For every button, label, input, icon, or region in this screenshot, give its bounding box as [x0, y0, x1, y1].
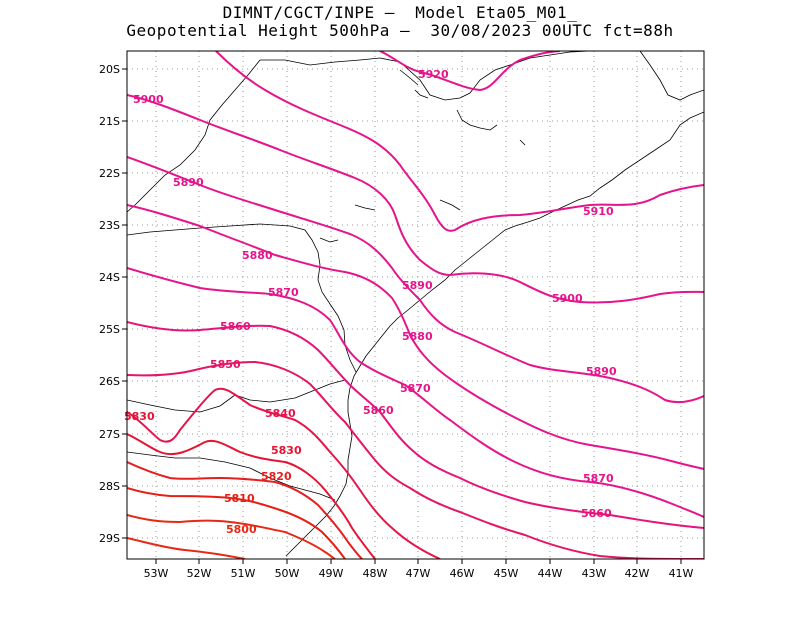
label-5880-b: 5880	[402, 330, 433, 343]
axis-ticks	[122, 68, 682, 564]
contour-5880	[127, 204, 704, 470]
label-5850: 5850	[210, 358, 241, 371]
label-5800: 5800	[226, 523, 257, 536]
lon-label-47w: 47W	[406, 567, 431, 580]
contour-labels: 5920 5910 5900 5900 5890 5890 5890 5880 …	[124, 68, 617, 536]
label-5830-b: 5830	[271, 444, 302, 457]
lon-label-48w: 48W	[363, 567, 388, 580]
contour-5830	[127, 433, 376, 559]
label-5860-c: 5860	[581, 507, 612, 520]
lon-label-45w: 45W	[494, 567, 519, 580]
contour-5840	[127, 387, 441, 559]
contour-5870	[127, 267, 704, 518]
label-5870-c: 5870	[583, 472, 614, 485]
lon-label-50w: 50W	[275, 567, 300, 580]
contour-5800-lower	[127, 537, 246, 559]
label-5840: 5840	[265, 407, 296, 420]
lon-label-44w: 44W	[538, 567, 563, 580]
coastline-borders	[127, 51, 704, 557]
lat-label-22s: 22S	[99, 167, 120, 180]
label-5900-b: 5900	[552, 292, 583, 305]
label-5830-a: 5830	[124, 410, 155, 423]
label-5860-a: 5860	[220, 320, 251, 333]
contour-5810	[127, 487, 346, 559]
lat-label-21s: 21S	[99, 115, 120, 128]
lat-label-28s: 28S	[99, 480, 120, 493]
grid-lines	[127, 51, 704, 559]
contour-5850	[127, 360, 704, 559]
label-5910: 5910	[583, 205, 614, 218]
lat-label-24s: 24S	[99, 271, 120, 284]
lon-label-53w: 53W	[144, 567, 169, 580]
lat-label-27s: 27S	[99, 428, 120, 441]
latitude-labels: 20S 21S 22S 23S 24S 25S 26S 27S 28S 29S	[99, 63, 120, 545]
label-5900-a: 5900	[133, 93, 164, 106]
label-5920: 5920	[418, 68, 449, 81]
contour-5860	[127, 321, 704, 529]
label-5890-b: 5890	[402, 279, 433, 292]
lat-label-23s: 23S	[99, 219, 120, 232]
label-5860-b: 5860	[363, 404, 394, 417]
lon-label-42w: 42W	[625, 567, 650, 580]
lon-label-51w: 51W	[231, 567, 256, 580]
map-title: DIMNT/CGCT/INPE – Model Eta05_M01_ Geopo…	[0, 4, 800, 40]
contour-5890	[127, 156, 704, 404]
lon-label-43w: 43W	[582, 567, 607, 580]
longitude-labels: 53W 52W 51W 50W 49W 48W 47W 46W 45W 44W …	[144, 567, 694, 580]
lon-label-49w: 49W	[319, 567, 344, 580]
contour-5820	[127, 461, 363, 559]
title-line-1: DIMNT/CGCT/INPE – Model Eta05_M01_	[222, 3, 578, 22]
lon-label-41w: 41W	[669, 567, 694, 580]
lat-label-29s: 29S	[99, 532, 120, 545]
label-5890-a: 5890	[173, 176, 204, 189]
lat-label-26s: 26S	[99, 375, 120, 388]
label-5870-a: 5870	[268, 286, 299, 299]
label-5880-a: 5880	[242, 249, 273, 262]
label-5870-b: 5870	[400, 382, 431, 395]
lat-label-25s: 25S	[99, 323, 120, 336]
contour-5910	[215, 51, 704, 232]
label-5810: 5810	[224, 492, 255, 505]
title-line-2: Geopotential Height 500hPa – 30/08/2023 …	[126, 21, 674, 40]
label-5820: 5820	[261, 470, 292, 483]
label-5890-c: 5890	[586, 365, 617, 378]
lon-label-46w: 46W	[450, 567, 475, 580]
contour-5920	[379, 51, 561, 92]
lat-label-20s: 20S	[99, 63, 120, 76]
lon-label-52w: 52W	[187, 567, 212, 580]
contour-5900	[127, 94, 704, 304]
contour-5800	[127, 514, 336, 559]
plot-frame	[126, 50, 705, 560]
